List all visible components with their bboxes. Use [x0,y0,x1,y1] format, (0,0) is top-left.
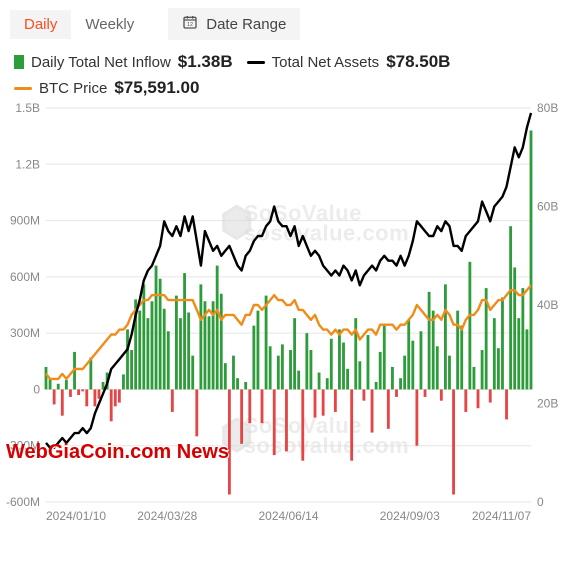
line-icon [247,61,265,64]
svg-text:-600M: -600M [6,495,40,509]
svg-text:sosovalue.com: sosovalue.com [244,433,409,458]
svg-text:2024/01/10: 2024/01/10 [46,509,106,523]
svg-text:2024/06/14: 2024/06/14 [258,509,318,523]
chart: -600M-300M0300M600M900M1.2B1.5B020B40B60… [0,102,575,532]
tab-daily[interactable]: Daily [10,10,71,39]
view-tabs: Daily Weekly 12 Date Range [0,0,575,46]
legend-label: Total Net Assets [272,54,380,71]
legend-value: $75,591.00 [114,78,199,98]
svg-text:2024/11/07: 2024/11/07 [472,509,531,523]
svg-text:300M: 300M [10,326,40,340]
bar-icon [14,55,24,69]
legend-btc-price[interactable]: BTC Price $75,591.00 [14,78,199,98]
tab-weekly[interactable]: Weekly [71,10,148,39]
line-icon [14,87,32,90]
svg-text:1.5B: 1.5B [15,102,40,115]
news-overlay-text: WebGiaCoin.com News [6,441,229,464]
legend-value: $78.50B [386,52,450,72]
svg-text:60B: 60B [537,200,558,214]
svg-text:2024/09/03: 2024/09/03 [380,509,440,523]
legend-value: $1.38B [178,52,233,72]
legend-net-inflow[interactable]: Daily Total Net Inflow $1.38B [14,52,233,72]
svg-text:40B: 40B [537,298,558,312]
legend: Daily Total Net Inflow $1.38B Total Net … [0,46,575,102]
legend-label: Daily Total Net Inflow [31,54,171,71]
svg-text:0: 0 [33,382,40,396]
calendar-icon: 12 [182,14,198,34]
chart-svg: -600M-300M0300M600M900M1.2B1.5B020B40B60… [0,102,575,532]
svg-text:900M: 900M [10,214,40,228]
svg-text:600M: 600M [10,270,40,284]
svg-text:80B: 80B [537,102,558,115]
legend-net-assets[interactable]: Total Net Assets $78.50B [247,52,451,72]
date-range-label: Date Range [206,16,286,33]
svg-text:0: 0 [537,495,544,509]
svg-text:20B: 20B [537,397,558,411]
svg-text:12: 12 [187,22,193,28]
svg-text:2024/03/28: 2024/03/28 [137,509,197,523]
date-range-button[interactable]: 12 Date Range [168,8,300,40]
legend-label: BTC Price [39,80,107,97]
svg-text:1.2B: 1.2B [15,157,40,171]
